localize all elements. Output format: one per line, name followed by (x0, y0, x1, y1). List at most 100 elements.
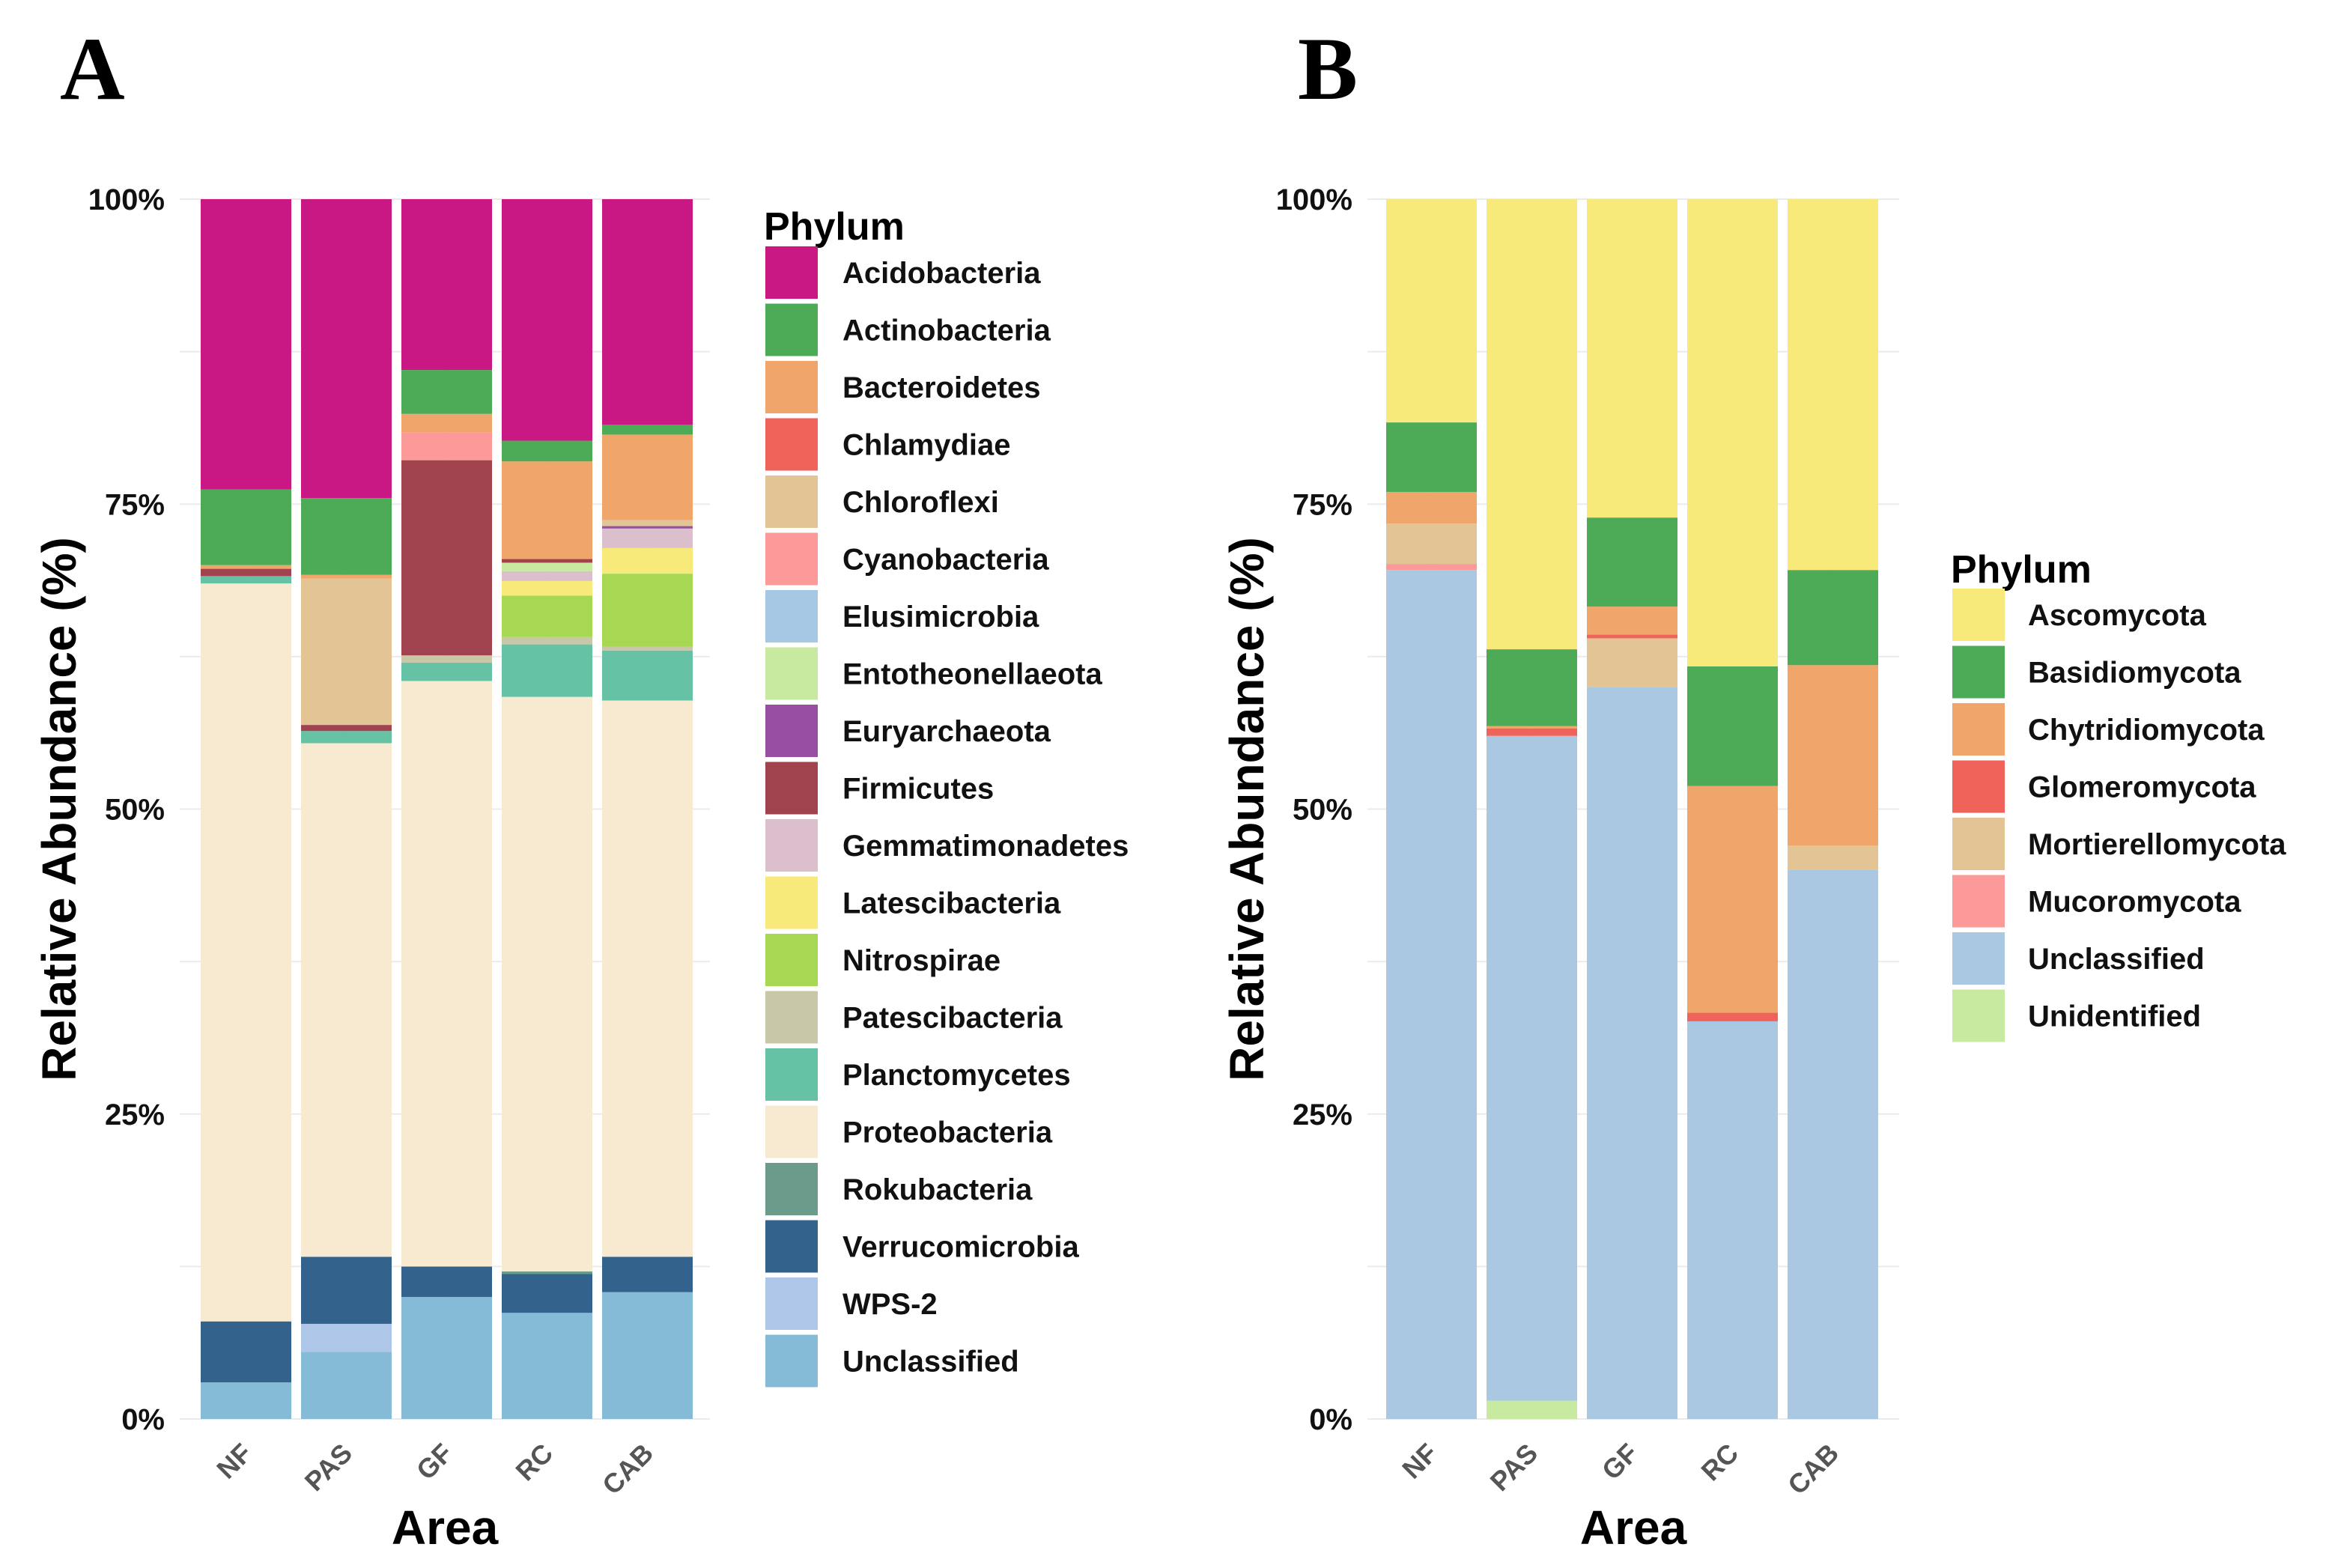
panel-a-legend-label-patescibacteria: Patescibacteria (842, 1002, 1063, 1035)
panel-a-legend-label-verrucomicrobia: Verrucomicrobia (842, 1231, 1079, 1264)
panel-a-bar-rc-verrucomicrobia (502, 1274, 592, 1313)
panel-a-legend-label-entotheonellaeota: Entotheonellaeota (842, 658, 1102, 691)
panel-a-legend-title: Phylum (764, 205, 905, 249)
panel-a-bar-pas-chloroflexi (301, 578, 392, 726)
panel-a-legend-swatch-latescibacteria (765, 876, 818, 929)
panel-b-bar-pas-chytridiomycota (1487, 726, 1577, 729)
panel-b-legend-swatch-basidiomycota (1952, 645, 2005, 699)
panel-a-bar-rc-latescibacteria (502, 580, 592, 596)
panel-a-legend-label-firmicutes: Firmicutes (842, 773, 994, 806)
panel-a-bar-cab-acidobacteria (602, 199, 693, 425)
panel-a-bar-rc-rokubacteria (502, 1271, 592, 1274)
panel-a-legend-swatch-entotheonellaeota (765, 647, 818, 700)
panel-b-legend: Phylum Ascomycota Basidiomycota Chytridiomy… (1951, 548, 2286, 1042)
panel-a-legend-label-euryarchaeota: Euryarchaeota (842, 715, 1051, 748)
panel-b-legend-label-mortierellomycota: Mortierellomycota (2028, 828, 2286, 861)
panel-a-legend-label-nitrospirae: Nitrospirae (842, 944, 1000, 977)
panel-a-legend-label-latescibacteria: Latescibacteria (842, 887, 1061, 920)
panel-a-bar-cab-verrucomicrobia (602, 1256, 693, 1292)
panel-b-bar-nf-mucoromycota (1386, 564, 1477, 571)
panel-a-bar-rc-bacteroidetes (502, 461, 592, 559)
panel-b-bar-gf-unclassified (1587, 687, 1677, 1419)
panel-b-x-tick-label: RC (1695, 1438, 1744, 1487)
panel-a-bar-nf-firmicutes (201, 568, 291, 577)
panel-a-bar-pas-bacteroidetes (301, 574, 392, 579)
panel-b-y-tick-label: 50% (1293, 794, 1352, 827)
panel-a-bar-gf-planctomycetes (401, 663, 492, 681)
panel-a-bar-gf-bacteroidetes (401, 413, 492, 433)
panel-b-legend-label-basidiomycota: Basidiomycota (2028, 657, 2241, 690)
panel-b-bar-cab-mortierellomycota (1788, 845, 1878, 870)
panel-a-legend-swatch-proteobacteria (765, 1105, 818, 1158)
panel-a-legend-label-gemmatimonadetes: Gemmatimonadetes (842, 830, 1129, 863)
panel-b-bar-pas-basidiomycota (1487, 649, 1577, 726)
panel-a-x-tick-label: RC (509, 1438, 559, 1487)
panel-b-legend-label-unclassified: Unclassified (2028, 943, 2205, 976)
panel-a-bar-nf-proteobacteria (201, 583, 291, 1322)
panel-a-x-tick-label: PAS (299, 1438, 358, 1497)
panel-a-bar-rc-planctomycetes (502, 644, 592, 697)
panel-a-bar-cab-latescibacteria (602, 547, 693, 574)
panel-b-bar-pas-glomeromycota (1487, 728, 1577, 736)
panel-a-bar-cab-planctomycetes (602, 650, 693, 701)
panel-a-bar-cab-unclassified (602, 1292, 693, 1419)
panel-a-bar-rc-unclassified (502, 1313, 592, 1419)
panel-b-bar-rc-chytridiomycota (1687, 785, 1778, 1013)
panel-b-bar-pas-unidentified (1487, 1400, 1577, 1419)
panel-a-bar-gf-unclassified (401, 1297, 492, 1419)
panel-a-bar-cab-gemmatimonadetes (602, 528, 693, 548)
panel-b-x-axis-title: Area (1580, 1501, 1687, 1555)
panel-b-legend-label-ascomycota: Ascomycota (2028, 599, 2207, 632)
panel-b-legend-label-chytridiomycota: Chytridiomycota (2028, 714, 2265, 747)
panel-a-bar-nf-actinobacteria (201, 489, 291, 565)
panel-a-bar-gf-patescibacteria (401, 655, 492, 663)
panel-b-bar-cab-ascomycota (1788, 199, 1878, 571)
panel-a-legend: Phylum Acidobacteria Actinobacteria Bactero… (764, 205, 1129, 1388)
panel-a-bar-cab-actinobacteria (602, 425, 693, 435)
panel-a-y-tick-label: 75% (105, 488, 165, 521)
panel-a-x-tick-label: NF (210, 1438, 258, 1485)
panel-b-x-tick-label: PAS (1484, 1438, 1543, 1497)
panel-b-legend-swatch-unclassified (1952, 932, 2005, 985)
panel-b-legend-title: Phylum (1951, 548, 2092, 592)
panel-a-bar-rc-proteobacteria (502, 696, 592, 1271)
panel-b-bar-nf-ascomycota (1386, 199, 1477, 423)
panel-a-bar-cab-euryarchaeota (602, 526, 693, 529)
panel-a-bar-nf-bacteroidetes (201, 565, 291, 569)
panel-a-y-tick-label: 50% (105, 794, 165, 827)
panel-a-legend-swatch-verrucomicrobia (765, 1220, 818, 1273)
panel-a-chart: 0% 25% 50% 75% 100% NF PAS GF RC CAB Area Relative … (32, 183, 1129, 1555)
panel-b-bar-rc-ascomycota (1687, 199, 1778, 666)
panel-b-y-tick-label: 25% (1293, 1098, 1352, 1131)
panel-a-bar-pas-planctomycetes (301, 731, 392, 744)
panel-a-bar-pas-firmicutes (301, 725, 392, 732)
panel-b-bar-gf-ascomycota (1587, 199, 1677, 518)
panel-a-legend-swatch-patescibacteria (765, 991, 818, 1044)
panel-a-y-tick-label: 100% (88, 183, 165, 216)
panel-a-bar-rc-firmicutes (502, 559, 592, 563)
panel-a-bar-cab-nitrospirae (602, 574, 693, 647)
panel-b-bar-nf-mortierellomycota (1386, 523, 1477, 565)
panel-a-legend-swatch-chloroflexi (765, 475, 818, 528)
panel-b-bar-gf-basidiomycota (1587, 517, 1677, 607)
panel-a-legend-label-cyanobacteria: Cyanobacteria (842, 544, 1049, 577)
panel-label-a: A (60, 19, 125, 118)
panel-a-legend-label-chlamydiae: Chlamydiae (842, 429, 1011, 462)
panel-a-legend-label-chloroflexi: Chloroflexi (842, 486, 999, 519)
panel-b-bar-cab-unclassified (1788, 869, 1878, 1419)
panel-b-chart: 0% 25% 50% 75% 100% NF PAS GF RC CAB Area Relative … (1220, 183, 2286, 1555)
panel-a-y-tick-label: 0% (121, 1403, 165, 1436)
panel-a-x-axis-title: Area (392, 1501, 499, 1555)
panel-a-legend-label-acidobacteria: Acidobacteria (842, 257, 1041, 290)
panel-a-legend-swatch-acidobacteria (765, 246, 818, 299)
panel-a-legend-label-actinobacteria: Actinobacteria (842, 314, 1051, 347)
panel-b-bars (1386, 199, 1878, 1419)
panel-b-legend-label-unidentified: Unidentified (2028, 1000, 2201, 1033)
panel-b-legend-swatch-ascomycota (1952, 589, 2005, 641)
panel-a-bar-pas-acidobacteria (301, 199, 392, 499)
panel-a-legend-label-elusimicrobia: Elusimicrobia (842, 601, 1039, 633)
panel-b-x-tick-label: GF (1596, 1438, 1644, 1486)
panel-a-bar-cab-bacteroidetes (602, 434, 693, 520)
panel-a-legend-swatch-planctomycetes (765, 1048, 818, 1101)
panel-b-bar-cab-chytridiomycota (1788, 665, 1878, 846)
